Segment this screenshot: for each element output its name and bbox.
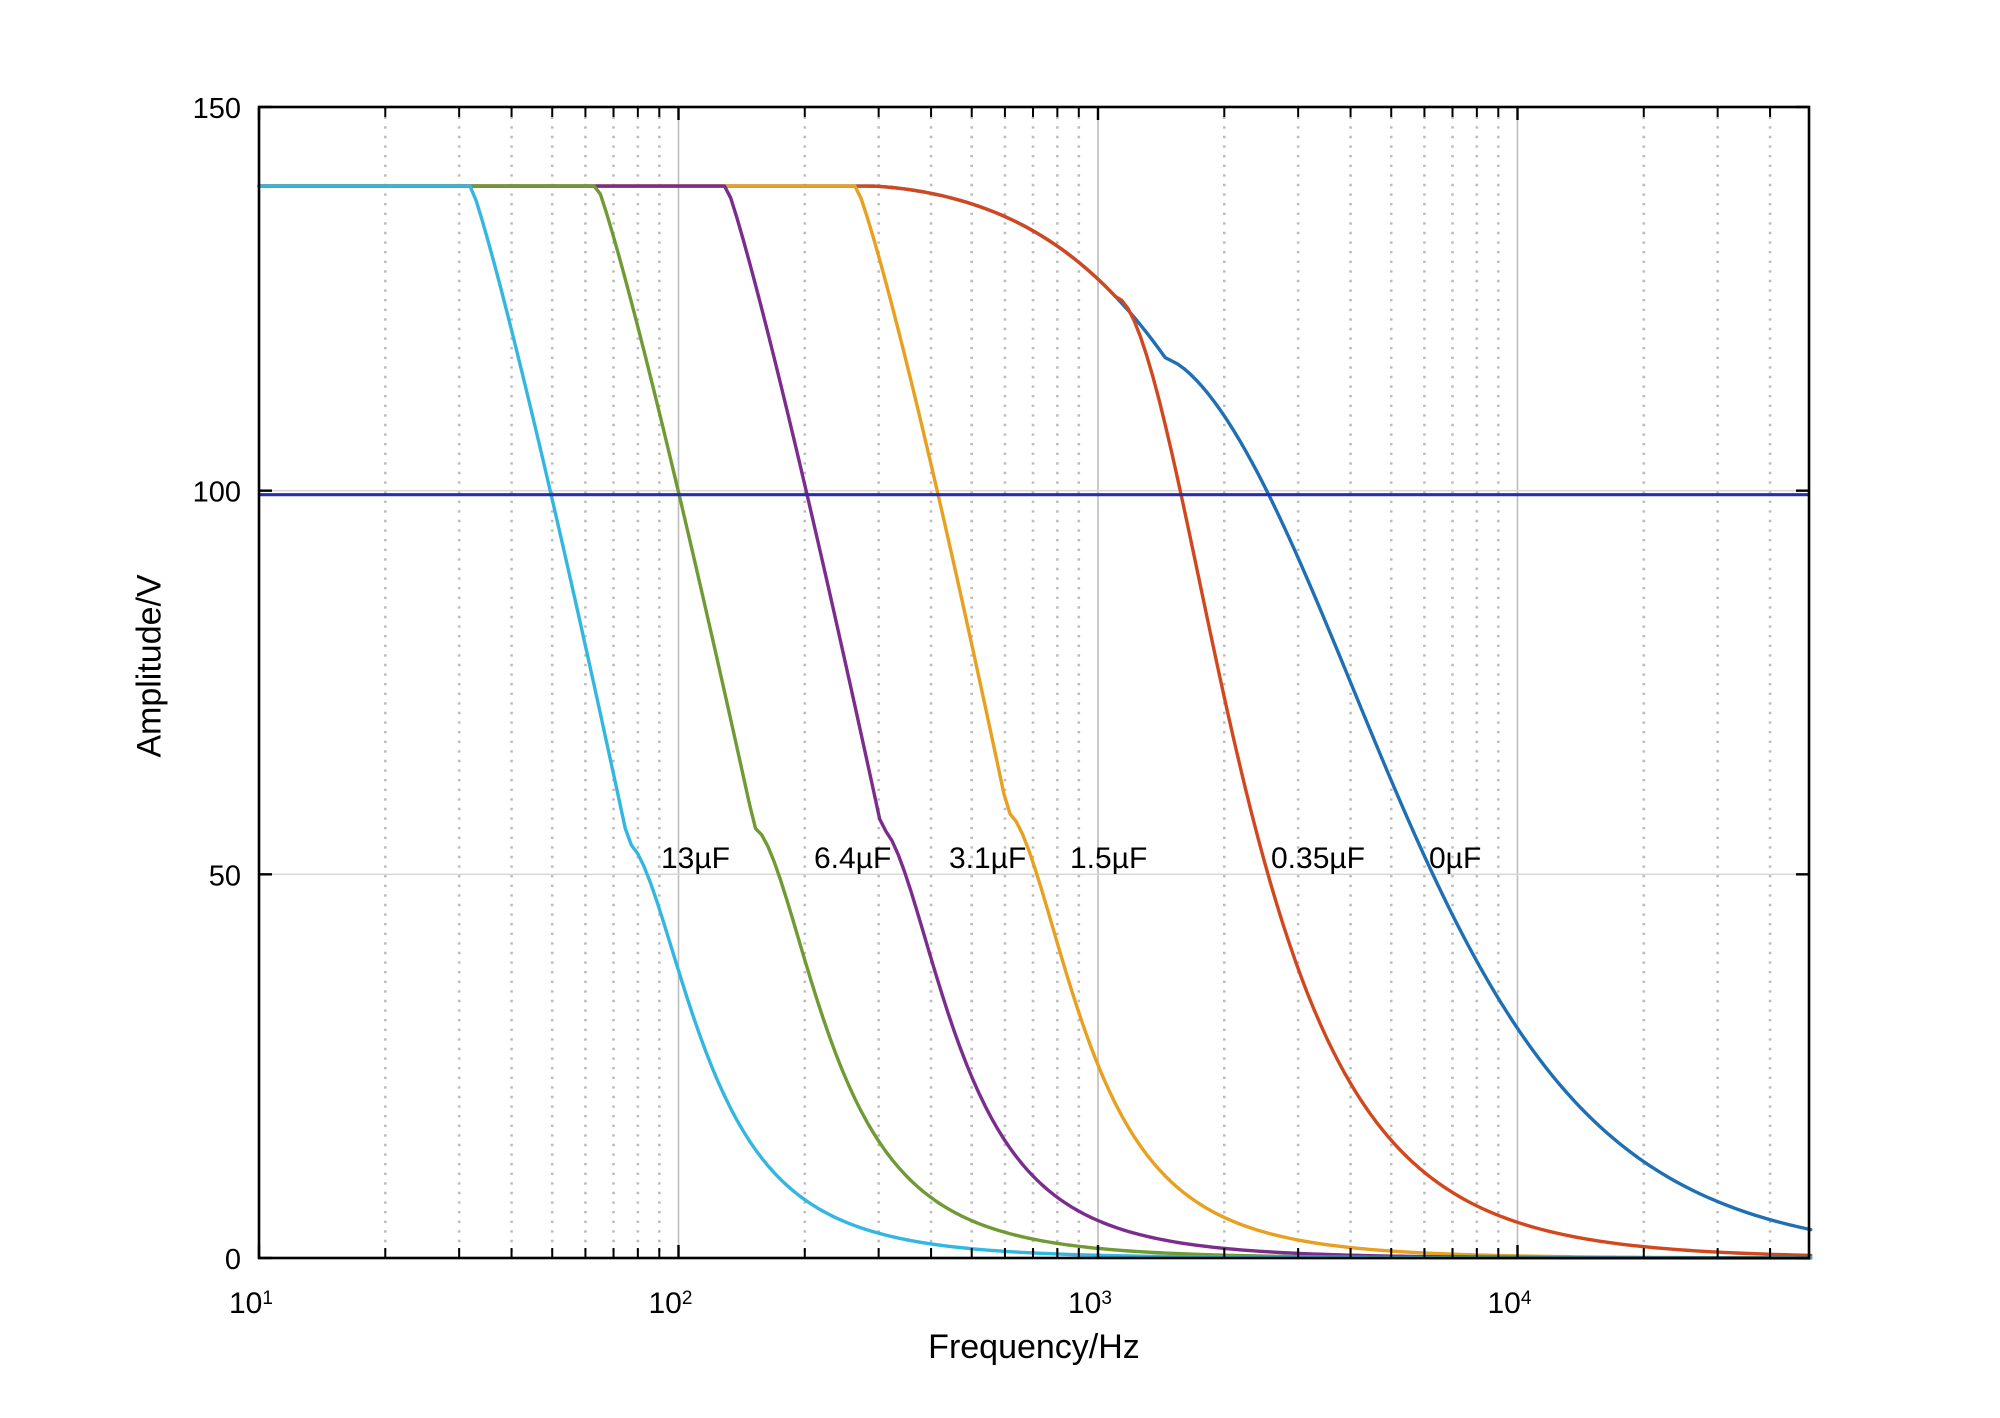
- svg-text:3.1µF: 3.1µF: [949, 842, 1026, 875]
- svg-text:0µF: 0µF: [1429, 842, 1481, 875]
- svg-text:Frequency/Hz: Frequency/Hz: [928, 1328, 1140, 1366]
- svg-text:150: 150: [193, 93, 241, 125]
- svg-text:6.4µF: 6.4µF: [814, 842, 891, 875]
- svg-text:1.5µF: 1.5µF: [1070, 842, 1147, 875]
- svg-text:100: 100: [193, 477, 241, 509]
- svg-text:50: 50: [209, 860, 241, 892]
- svg-text:0.35µF: 0.35µF: [1271, 842, 1365, 875]
- svg-text:0: 0: [225, 1244, 241, 1276]
- svg-text:13µF: 13µF: [661, 842, 730, 875]
- svg-text:Amplitude/V: Amplitude/V: [130, 574, 168, 758]
